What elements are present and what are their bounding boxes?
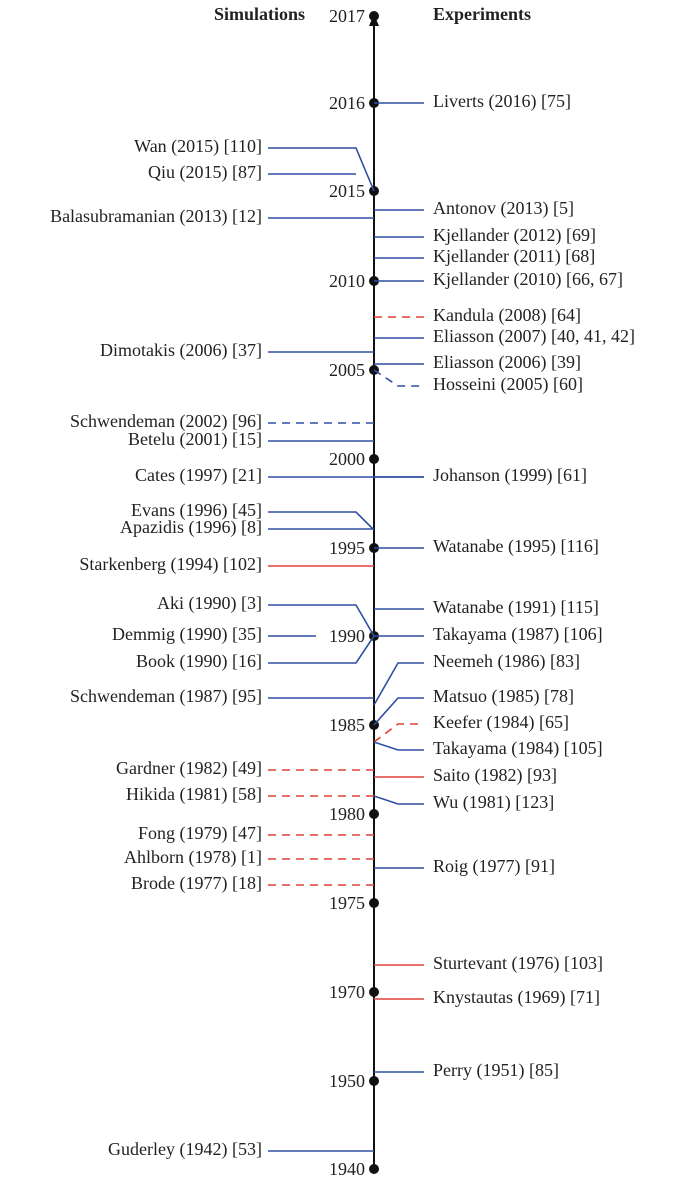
year-label: 2000 [329,449,365,469]
experiments-label: Eliasson (2006) [39] [433,352,581,373]
connector [268,604,375,637]
experiments-label: Kjellander (2010) [66, 67] [433,269,623,290]
year-label: 2005 [329,360,365,380]
simulations-label: Demmig (1990) [35] [112,624,262,645]
experiments-label: Perry (1951) [85] [433,1060,559,1081]
year-dot [369,987,379,997]
connector [268,147,375,192]
year-dot [369,1076,379,1086]
simulations-label: Hikida (1981) [58] [126,784,262,805]
experiments-label: Hosseini (2005) [60] [433,374,583,395]
experiments-label: Wu (1981) [123] [433,792,554,813]
simulations-label: Brode (1977) [18] [131,873,262,894]
experiments-label: Takayama (1984) [105] [433,738,603,759]
year-label: 1995 [329,538,365,558]
experiments-label: Watanabe (1991) [115] [433,597,599,618]
experiments-label: Knystautas (1969) [71] [433,987,600,1008]
year-dot [369,11,379,21]
header-left: Simulations [214,4,305,24]
year-label: 2010 [329,271,365,291]
year-label: 1950 [329,1071,365,1091]
simulations-label: Book (1990) [16] [136,651,262,672]
simulations-label: Starkenberg (1994) [102] [79,554,262,575]
simulations-label: Qiu (2015) [87] [148,162,262,183]
experiments-label: Watanabe (1995) [116] [433,536,599,557]
simulations-label: Schwendeman (1987) [95] [70,686,262,707]
simulations-label: Schwendeman (2002) [96] [70,411,262,432]
simulations-label: Dimotakis (2006) [37] [100,340,262,361]
experiments-label: Sturtevant (1976) [103] [433,953,603,974]
experiments-label: Liverts (2016) [75] [433,91,571,112]
simulations-label: Cates (1997) [21] [135,465,262,486]
simulations-label: Aki (1990) [3] [157,593,262,614]
experiments-label: Kjellander (2011) [68] [433,246,595,267]
experiments-label: Neemeh (1986) [83] [433,651,580,672]
year-label: 1975 [329,893,365,913]
experiments-label: Kandula (2008) [64] [433,305,581,326]
year-label: 1985 [329,715,365,735]
experiments-label: Kjellander (2012) [69] [433,225,596,246]
experiments-label: Johanson (1999) [61] [433,465,587,486]
simulations-label: Wan (2015) [110] [134,136,262,157]
experiments-label: Roig (1977) [91] [433,856,555,877]
connector [373,662,424,706]
connector [373,369,424,387]
simulations-label: Ahlborn (1978) [1] [124,847,262,868]
year-label: 2017 [329,6,365,26]
experiments-label: Antonov (2013) [5] [433,198,574,219]
simulations-label: Fong (1979) [47] [138,823,262,844]
simulations-label: Balasubramanian (2013) [12] [50,206,262,227]
simulations-label: Guderley (1942) [53] [108,1139,262,1160]
year-dot [369,1164,379,1174]
experiments-label: Takayama (1987) [106] [433,624,603,645]
year-dot [369,809,379,819]
year-label: 2016 [329,93,365,113]
year-label: 1980 [329,804,365,824]
simulations-label: Betelu (2001) [15] [128,429,262,450]
experiments-label: Matsuo (1985) [78] [433,686,574,707]
header-right: Experiments [433,4,531,24]
connector [373,723,424,743]
year-label: 1970 [329,982,365,1002]
simulations-label: Apazidis (1996) [8] [120,517,262,538]
connector [373,741,424,751]
experiments-label: Eliasson (2007) [40, 41, 42] [433,326,635,347]
simulations-label: Evans (1996) [45] [131,500,262,521]
connector [373,795,424,805]
connector [268,635,375,664]
connector [373,697,424,726]
year-dot [369,898,379,908]
year-dot [369,454,379,464]
connector [268,511,375,531]
experiments-label: Keefer (1984) [65] [433,712,569,733]
simulations-label: Gardner (1982) [49] [116,758,262,779]
experiments-label: Saito (1982) [93] [433,765,557,786]
year-label: 1940 [329,1159,365,1179]
year-label: 1990 [329,626,365,646]
year-label: 2015 [329,181,365,201]
